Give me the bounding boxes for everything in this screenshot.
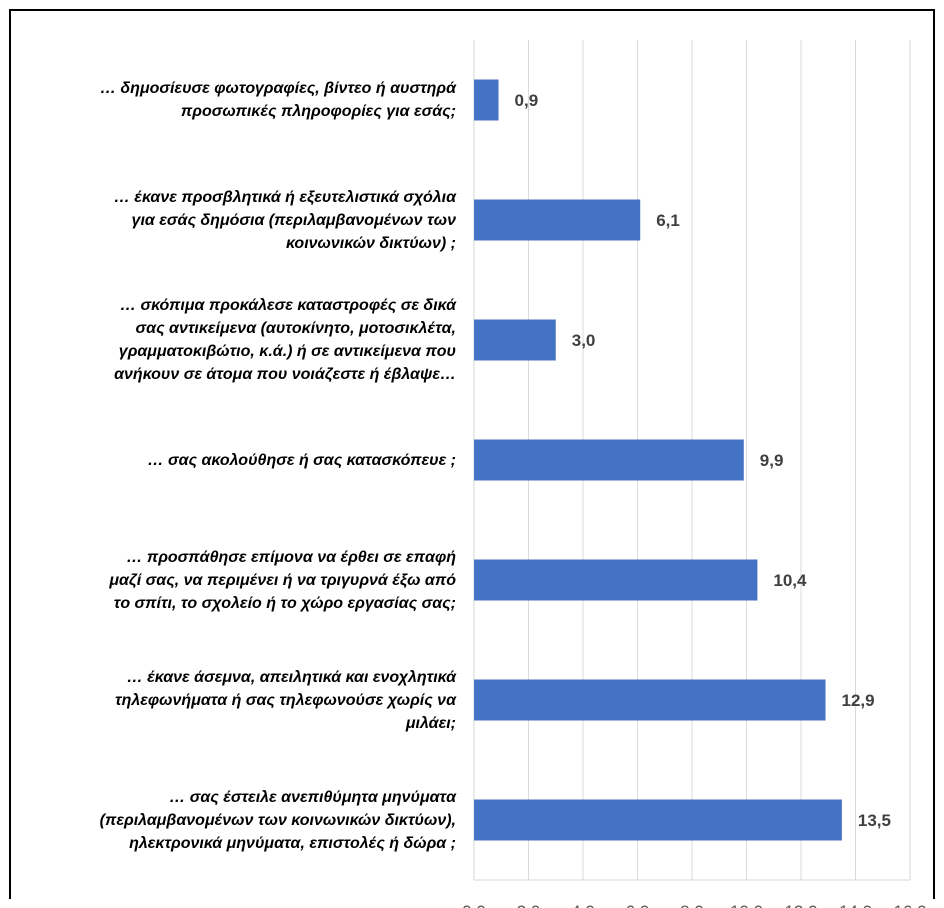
category-label-line: ηλεκτρονικά μηνύματα, επιστολές ή δώρα ; xyxy=(129,834,456,852)
category-label-line: … έκανε προσβλητικά ή εξευτελιστικά σχόλ… xyxy=(113,188,456,206)
bar-value-label: 10,4 xyxy=(773,571,807,590)
category-label: … σας έστειλε ανεπιθύμητα μηνύματα (περιλ… xyxy=(16,786,456,855)
bar xyxy=(474,199,641,241)
bar xyxy=(474,799,842,841)
category-label-line: ανήκουν σε άτομα που νοιάζεστε ή έβλαψε… xyxy=(114,366,456,383)
x-tick-label: 8,0 xyxy=(680,902,704,908)
category-label-line: γραμματοκιβώτιο, κ.ά.) ή σε αντικείμενα … xyxy=(118,343,456,360)
x-tick-label: 4,0 xyxy=(571,902,595,908)
category-label: … δημοσίευσε φωτογραφίες, βίντεο ή αυστη… xyxy=(16,77,456,123)
category-label-line: … δημοσίευσε φωτογραφίες, βίντεο ή αυστη… xyxy=(99,80,456,97)
x-tick-label: 12,0 xyxy=(784,902,817,908)
category-label-line: τηλεφωνήματα ή σας τηλεφωνούσε χωρίς να xyxy=(115,691,456,709)
category-label: … έκανε προσβλητικά ή εξευτελιστικά σχόλ… xyxy=(16,186,456,255)
category-label: … σας ακολούθησε ή σας κατασκόπευε ; xyxy=(16,449,456,472)
category-label-line: για εσάς δημόσια (περιλαμβανομένων των xyxy=(131,211,456,229)
category-label-line: … έκανε άσεμνα, απειλητικά και ενοχλητικ… xyxy=(126,668,456,686)
x-tick-label: 16,0 xyxy=(893,902,926,908)
category-label-line: (περιλαμβανομένων των κοινωνικών δικτύων… xyxy=(99,811,456,829)
category-label-line: προσωπικές πληροφορίες για εσάς; xyxy=(180,103,456,120)
category-label: … έκανε άσεμνα, απειλητικά και ενοχλητικ… xyxy=(16,666,456,735)
x-tick-label: 0,0 xyxy=(462,902,486,908)
category-label: … προσπάθησε επίμονα να έρθει σε επαφή μα… xyxy=(16,546,456,615)
x-tick-label: 10,0 xyxy=(730,902,763,908)
category-label-line: μαζί σας, να περιμένει ή να τριγυρνά έξω… xyxy=(109,571,456,589)
category-label-line: … σκόπιμα προκάλεσε καταστροφές σε δικά xyxy=(120,297,456,314)
bar xyxy=(474,439,744,481)
category-label-line: το σπίτι, το σχολείο ή το χώρο εργασίας … xyxy=(113,594,456,612)
bar xyxy=(474,559,758,601)
category-label: … σκόπιμα προκάλεσε καταστροφές σε δικά σ… xyxy=(16,294,456,386)
x-tick-label: 14,0 xyxy=(839,902,872,908)
bar xyxy=(474,79,499,121)
chart-frame xyxy=(9,9,935,899)
category-label-line: … σας ακολούθησε ή σας κατασκόπευε ; xyxy=(147,451,456,469)
category-label-line: κοινωνικών δικτύων) ; xyxy=(285,234,456,252)
bar-value-label: 3,0 xyxy=(572,331,596,350)
category-label-line: … προσπάθησε επίμονα να έρθει σε επαφή xyxy=(126,548,456,566)
bar-value-label: 12,9 xyxy=(842,691,875,710)
x-tick-label: 2,0 xyxy=(517,902,541,908)
bar xyxy=(474,679,826,721)
bar-value-label: 13,5 xyxy=(858,811,891,830)
bar-value-label: 6,1 xyxy=(656,211,680,230)
x-tick-label: 6,0 xyxy=(626,902,650,908)
category-label-line: σας αντικείμενα (αυτοκίνητο, μοτοσικλέτα… xyxy=(135,320,456,337)
category-label-line: … σας έστειλε ανεπιθύμητα μηνύματα xyxy=(169,788,456,806)
bar-value-label: 9,9 xyxy=(760,451,784,470)
bar-value-label: 0,9 xyxy=(515,91,539,110)
bar xyxy=(474,319,556,361)
category-label-line: μιλάει; xyxy=(405,714,456,732)
